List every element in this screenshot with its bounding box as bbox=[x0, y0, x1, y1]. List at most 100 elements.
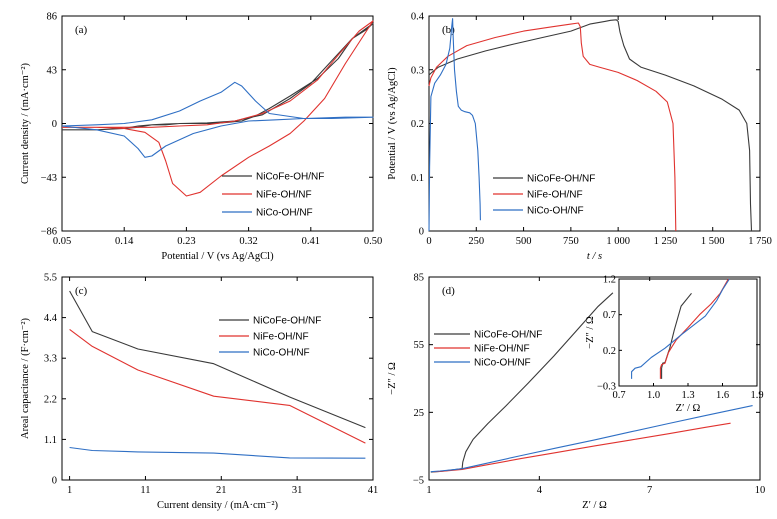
inset-series-line-nico bbox=[631, 278, 730, 379]
x-tick-label: 1 750 bbox=[748, 236, 772, 247]
y-tick-label: 0.3 bbox=[411, 65, 424, 76]
legend-label: NiCo-OH/NF bbox=[527, 206, 584, 217]
inset-x-tick-label: 1.0 bbox=[647, 390, 660, 401]
x-tick-label: 0.14 bbox=[115, 236, 134, 247]
x-tick-label: 1 000 bbox=[606, 236, 630, 247]
inset-series-line-nicofe bbox=[661, 292, 692, 379]
chart-panel-d: 1 4 7 10 −5 25 55 85 Z′ / Ω −Z″ / Ω (d) NiCoFe-OH/N… bbox=[387, 273, 765, 512]
y-tick-label: 0.2 bbox=[411, 119, 424, 130]
x-tick-label: 10 bbox=[755, 485, 766, 496]
x-tick-label: 250 bbox=[468, 236, 484, 247]
series-line-nife bbox=[69, 328, 366, 444]
inset-chart: 0.7 1.0 1.3 1.6 1.9 −0.3 0.2 0.7 1.2 Z′ / Ω −Z″ / … bbox=[585, 275, 764, 415]
y-tick-label: 0.1 bbox=[411, 173, 424, 184]
series-line-nico bbox=[61, 81, 374, 158]
x-tick-label: 31 bbox=[292, 485, 303, 496]
legend-label: NiCoFe-OH/NF bbox=[527, 174, 595, 185]
x-tick-label: 0.50 bbox=[364, 236, 382, 247]
x-axis-label: Z′ / Ω bbox=[582, 500, 607, 511]
x-tick-label: 0.41 bbox=[302, 236, 320, 247]
x-tick-label: 0 bbox=[426, 236, 431, 247]
y-tick-label: 0 bbox=[52, 119, 57, 130]
series-line-nife bbox=[62, 20, 374, 197]
inset-y-tick-label: 0.7 bbox=[603, 310, 616, 321]
y-tick-label: −86 bbox=[41, 227, 57, 238]
x-axis-label: t / s bbox=[587, 251, 602, 262]
y-tick-label: 85 bbox=[414, 273, 425, 284]
legend-label: NiCoFe-OH/NF bbox=[253, 316, 321, 327]
series-line-nife bbox=[428, 22, 677, 232]
y-tick-label: 4.4 bbox=[44, 313, 58, 324]
x-axis-label: Current density / (mA·cm⁻²) bbox=[157, 500, 278, 511]
y-tick-label: 0 bbox=[52, 476, 57, 487]
x-tick-label: 0.05 bbox=[53, 236, 71, 247]
y-tick-label: 55 bbox=[414, 340, 425, 351]
legend-label: NiCoFe-OH/NF bbox=[256, 172, 324, 183]
legend-label: NiCo-OH/NF bbox=[474, 358, 531, 369]
y-tick-label: −43 bbox=[41, 173, 57, 184]
plot-frame bbox=[61, 276, 374, 481]
x-tick-label: 1 bbox=[426, 485, 431, 496]
x-tick-label: 1 bbox=[67, 485, 72, 496]
y-tick-label: 86 bbox=[47, 12, 58, 23]
series-line-nicofe bbox=[428, 19, 753, 232]
inset-y-tick-label: 0.2 bbox=[603, 346, 616, 357]
chart-panel-b: 0 250 500 750 1 000 1 250 1 500 1 750 0 0.1 0.2 0.3… bbox=[387, 12, 772, 263]
legend-label: NiFe-OH/NF bbox=[253, 332, 309, 343]
x-tick-label: 0.32 bbox=[239, 236, 257, 247]
y-tick-label: −5 bbox=[413, 476, 424, 487]
series-line-nife bbox=[432, 422, 731, 473]
x-tick-label: 0.23 bbox=[177, 236, 195, 247]
legend-label: NiCo-OH/NF bbox=[253, 348, 310, 359]
y-tick-label: 0 bbox=[419, 227, 424, 238]
legend-label: NiFe-OH/NF bbox=[474, 344, 530, 355]
y-tick-label: 0.4 bbox=[411, 12, 425, 23]
inset-x-tick-label: 0.7 bbox=[612, 390, 625, 401]
legend-label: NiFe-OH/NF bbox=[527, 190, 583, 201]
y-axis-label: −Z″ / Ω bbox=[387, 362, 398, 395]
plot-frame bbox=[428, 15, 761, 232]
legend-label: NiFe-OH/NF bbox=[256, 190, 312, 201]
y-tick-label: 5.5 bbox=[44, 273, 57, 284]
plot-frame bbox=[428, 276, 761, 481]
y-tick-label: 2.2 bbox=[44, 394, 57, 405]
y-axis-label: Areal capacitance / (F·cm⁻²) bbox=[20, 318, 31, 439]
series-line-nico bbox=[430, 405, 753, 473]
x-tick-label: 11 bbox=[140, 485, 150, 496]
y-tick-label: 25 bbox=[414, 408, 425, 419]
panel-tag: (d) bbox=[442, 285, 455, 297]
series-line-nicofe bbox=[69, 290, 366, 429]
inset-x-tick-label: 1.3 bbox=[681, 390, 694, 401]
x-tick-label: 500 bbox=[516, 236, 532, 247]
inset-y-tick-label: 1.2 bbox=[603, 275, 616, 286]
inset-x-axis-label: Z′ / Ω bbox=[676, 403, 701, 414]
legend-label: NiCo-OH/NF bbox=[256, 208, 313, 219]
x-axis-label: Potential / V (vs Ag/AgCl) bbox=[161, 251, 274, 262]
y-tick-label: 43 bbox=[47, 65, 58, 76]
series-line-nico bbox=[428, 18, 481, 232]
inset-y-tick-label: −0.3 bbox=[597, 382, 616, 393]
y-tick-label: 1.1 bbox=[44, 435, 57, 446]
x-tick-label: 4 bbox=[537, 485, 543, 496]
panel-tag: (c) bbox=[75, 285, 88, 297]
x-tick-label: 1 500 bbox=[701, 236, 725, 247]
x-tick-label: 1 250 bbox=[654, 236, 678, 247]
x-tick-label: 750 bbox=[563, 236, 579, 247]
inset-x-tick-label: 1.6 bbox=[716, 390, 729, 401]
x-tick-label: 41 bbox=[368, 485, 379, 496]
inset-y-axis-label: −Z″ / Ω bbox=[585, 316, 596, 349]
y-axis-label: Current density / (mA·cm⁻²) bbox=[20, 63, 31, 184]
inset-x-tick-label: 1.9 bbox=[750, 390, 763, 401]
inset-series-line-nife bbox=[659, 278, 729, 379]
series-line-nico bbox=[69, 446, 366, 459]
x-tick-label: 7 bbox=[647, 485, 652, 496]
y-axis-label: Potential / V (vs Ag/AgCl) bbox=[387, 67, 398, 180]
series-line-nicofe bbox=[62, 22, 374, 131]
x-tick-label: 21 bbox=[216, 485, 227, 496]
y-tick-label: 3.3 bbox=[44, 354, 57, 365]
inset-frame bbox=[618, 278, 758, 387]
legend-label: NiCoFe-OH/NF bbox=[474, 330, 542, 341]
panel-tag: (a) bbox=[75, 24, 88, 36]
